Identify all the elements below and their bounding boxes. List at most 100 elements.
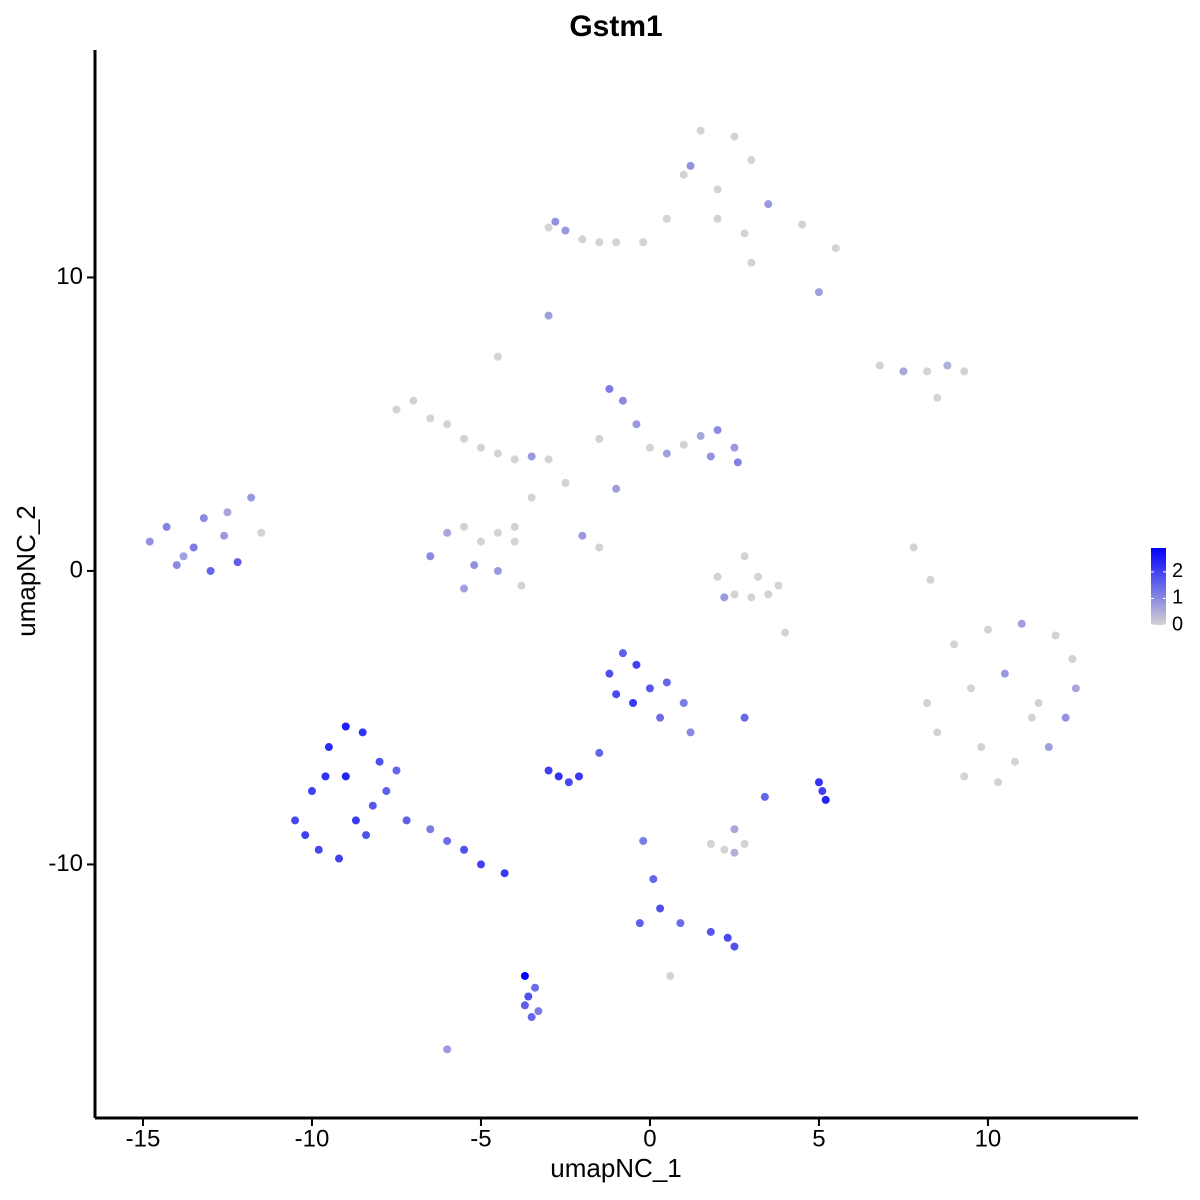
cell-point — [392, 766, 401, 775]
cell-point — [635, 919, 644, 928]
cell-point — [632, 660, 641, 669]
x-tick-label: -10 — [295, 1125, 330, 1152]
cell-point — [875, 361, 884, 370]
cell-point — [645, 443, 654, 452]
cell-point — [307, 787, 316, 796]
cell-point — [578, 235, 587, 244]
y-axis-label: umapNC_2 — [11, 505, 41, 637]
cell-point — [983, 625, 992, 634]
cell-point — [618, 649, 627, 658]
cell-point — [476, 860, 485, 869]
cell-point — [612, 690, 621, 699]
cell-point — [470, 561, 479, 570]
cell-point — [933, 728, 942, 737]
cell-point — [994, 778, 1003, 787]
cell-point — [402, 816, 411, 825]
cell-point — [291, 816, 300, 825]
cell-point — [321, 772, 330, 781]
cell-point — [510, 455, 519, 464]
cell-point — [781, 628, 790, 637]
cell-point — [335, 854, 344, 863]
cell-point — [831, 244, 840, 253]
cell-point — [223, 508, 232, 517]
cell-point — [493, 449, 502, 458]
cell-point — [733, 458, 742, 467]
cell-point — [909, 543, 918, 552]
cell-point — [382, 787, 391, 796]
cell-point — [551, 217, 560, 226]
cell-point — [662, 449, 671, 458]
cell-point — [713, 572, 722, 581]
cell-point — [476, 443, 485, 452]
cell-point — [760, 792, 769, 801]
cell-point — [520, 1001, 529, 1010]
cell-point — [950, 640, 959, 649]
cell-point — [443, 1045, 452, 1054]
cell-point — [632, 420, 641, 429]
x-axis-label: umapNC_1 — [550, 1153, 682, 1183]
x-tick-label: 10 — [975, 1125, 1002, 1152]
cell-point — [531, 983, 540, 992]
cell-point — [220, 531, 229, 540]
colorbar — [1151, 548, 1166, 625]
cell-point — [754, 572, 763, 581]
cell-point — [362, 831, 371, 840]
cell-point — [679, 170, 688, 179]
cell-point — [561, 478, 570, 487]
cell-point — [814, 288, 823, 297]
cell-point — [740, 552, 749, 561]
cell-point — [696, 431, 705, 440]
cell-point — [595, 434, 604, 443]
cell-point — [493, 352, 502, 361]
y-tick-label: 10 — [56, 263, 83, 290]
cell-point — [324, 743, 333, 752]
cell-point — [720, 593, 729, 602]
cell-point — [145, 537, 154, 546]
cell-point — [1010, 757, 1019, 766]
cell-point — [544, 455, 553, 464]
cell-point — [747, 258, 756, 267]
cell-point — [967, 684, 976, 693]
cell-point — [172, 561, 181, 570]
cell-point — [206, 566, 215, 575]
cell-point — [1068, 654, 1077, 663]
chart-title: Gstm1 — [569, 10, 662, 43]
cell-point — [730, 443, 739, 452]
cell-point — [460, 522, 469, 531]
cell-point — [774, 581, 783, 590]
cell-point — [574, 772, 583, 781]
cell-point — [740, 229, 749, 238]
cell-point — [426, 552, 435, 561]
cell-point — [764, 590, 773, 599]
cell-point — [426, 414, 435, 423]
cell-point — [662, 214, 671, 223]
cell-point — [189, 543, 198, 552]
cell-point — [527, 452, 536, 461]
cell-point — [351, 816, 360, 825]
cell-point — [706, 927, 715, 936]
cell-point — [199, 514, 208, 523]
cell-point — [341, 772, 350, 781]
cell-point — [493, 528, 502, 537]
y-tick-label: 0 — [70, 556, 83, 583]
cell-point — [595, 543, 604, 552]
cell-point — [510, 537, 519, 546]
cell-point — [443, 528, 452, 537]
cell-point — [923, 367, 932, 376]
cell-point — [544, 223, 553, 232]
cell-point — [713, 426, 722, 435]
cell-point — [706, 839, 715, 848]
cell-point — [740, 713, 749, 722]
cell-point — [605, 669, 614, 678]
cell-point — [723, 933, 732, 942]
cell-point — [460, 584, 469, 593]
cell-point — [1027, 713, 1036, 722]
cell-point — [564, 778, 573, 787]
cell-point — [1044, 743, 1053, 752]
cell-point — [443, 836, 452, 845]
cell-point — [517, 581, 526, 590]
cell-point — [301, 831, 310, 840]
cell-point — [706, 452, 715, 461]
cell-point — [341, 722, 350, 731]
cell-point — [612, 238, 621, 247]
